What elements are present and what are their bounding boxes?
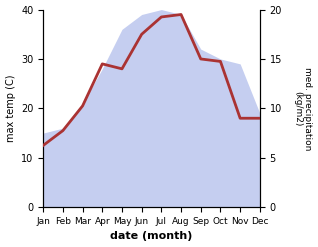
Y-axis label: med. precipitation
(kg/m2): med. precipitation (kg/m2): [293, 67, 313, 150]
X-axis label: date (month): date (month): [110, 231, 193, 242]
Y-axis label: max temp (C): max temp (C): [5, 75, 16, 142]
